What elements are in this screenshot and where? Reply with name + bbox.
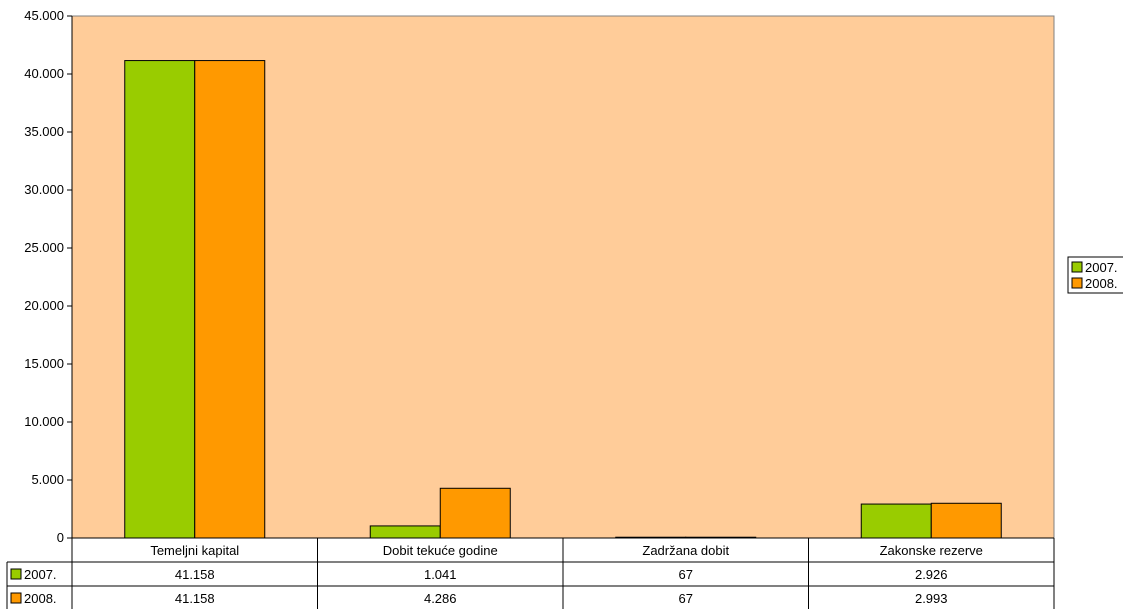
y-axis: 0 5.000 10.000 15.000 20.000 25.000 30.000 35.0… [24,8,1054,545]
series-name: 2008. [24,591,57,606]
data-label: 2.993 [915,591,948,606]
data-label: 1.041 [424,567,457,582]
y-tick-label: 5.000 [31,472,64,487]
category-label: Zadržana dobit [642,543,729,558]
category-label: Zakonske rezerve [880,543,983,558]
y-tick-label: 0 [57,530,64,545]
bar [930,502,1002,539]
series-swatch [10,568,22,580]
data-table: Temeljni kapital Dobit tekuće godine Zadrž… [6,538,1055,609]
bar [685,536,757,539]
bar [860,503,932,539]
y-tick-label: 10.000 [24,414,64,429]
data-label: 67 [679,567,693,582]
series-name: 2007. [24,567,57,582]
bar [369,525,441,539]
data-label: 41.158 [175,591,215,606]
series-swatch [10,592,22,604]
bar [439,487,511,539]
legend: 2007.2008. [1067,256,1123,294]
bar [194,60,266,539]
bars [124,60,1002,539]
bar [124,60,196,539]
y-tick-label: 40.000 [24,66,64,81]
data-label: 4.286 [424,591,457,606]
category-label: Temeljni kapital [150,543,239,558]
bar [615,536,687,539]
y-tick-label: 20.000 [24,298,64,313]
legend-label: 2008. [1085,276,1118,291]
data-label: 2.926 [915,567,948,582]
legend-label: 2007. [1085,260,1118,275]
legend-swatch [1071,277,1083,289]
category-label: Dobit tekuće godine [383,543,498,558]
data-label: 41.158 [175,567,215,582]
legend-swatch [1071,261,1083,273]
y-tick-label: 30.000 [24,182,64,197]
y-tick-label: 35.000 [24,124,64,139]
y-tick-label: 15.000 [24,356,64,371]
y-tick-label: 45.000 [24,8,64,23]
y-tick-label: 25.000 [24,240,64,255]
data-label: 67 [679,591,693,606]
